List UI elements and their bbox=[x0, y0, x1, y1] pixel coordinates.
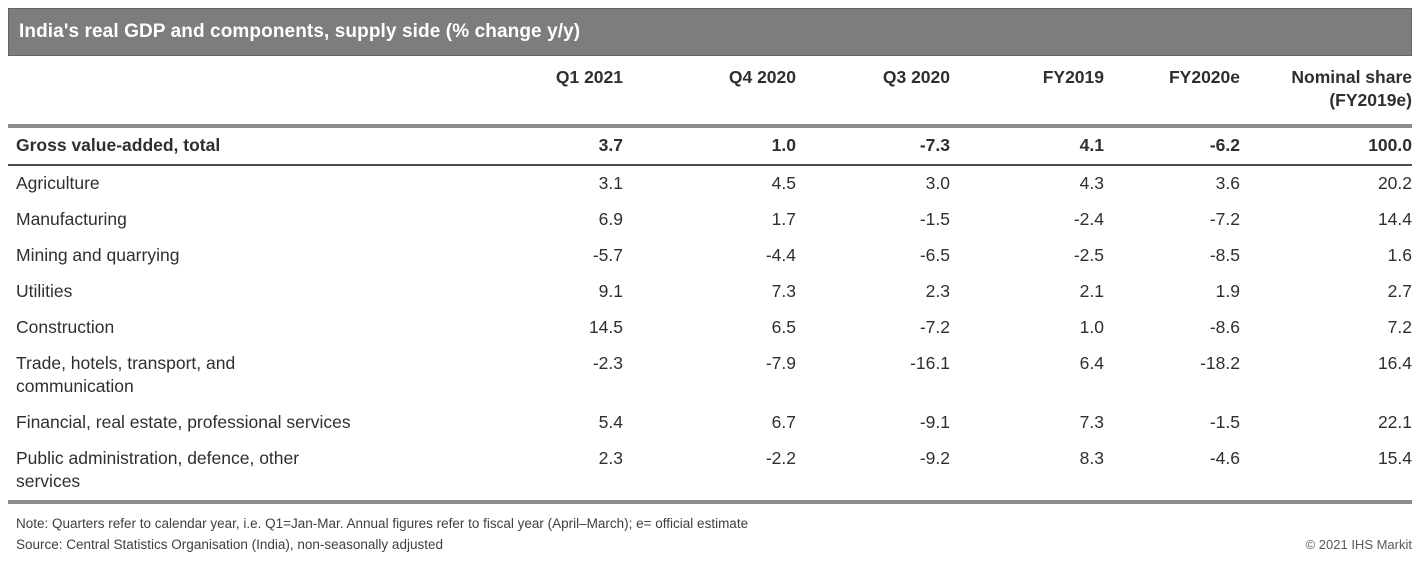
row-value: 1.0 bbox=[623, 126, 796, 166]
gdp-components-table: Q1 2021 Q4 2020 Q3 2020 FY2019 FY2020e N… bbox=[8, 56, 1412, 504]
row-value: 4.5 bbox=[771, 173, 796, 193]
row-value: 4.1 bbox=[950, 126, 1104, 166]
row-value: -7.2 bbox=[919, 317, 950, 337]
row-value: -6.2 bbox=[1104, 126, 1240, 166]
row-value: 4.3 bbox=[1079, 173, 1104, 193]
column-header-fy2020e: FY2020e bbox=[1104, 56, 1240, 128]
table-body: Gross value-added, total 3.7 1.0 -7.3 4.… bbox=[8, 126, 1412, 502]
source-text: Source: Central Statistics Organisation … bbox=[16, 537, 443, 552]
row-value: 3.7 bbox=[438, 126, 623, 166]
row-value: 2.7 bbox=[1387, 281, 1412, 301]
copyright-text: © 2021 IHS Markit bbox=[1305, 537, 1412, 552]
row-value: 2.3 bbox=[598, 448, 623, 468]
row-value: 6.9 bbox=[598, 209, 623, 229]
table-row: Utilities 9.1 7.3 2.3 2.1 1.9 2.7 bbox=[8, 274, 1412, 310]
source-line: Source: Central Statistics Organisation … bbox=[16, 534, 1412, 555]
row-value: -2.3 bbox=[592, 353, 623, 373]
row-value: -9.1 bbox=[919, 412, 950, 432]
row-value: 22.1 bbox=[1377, 412, 1412, 432]
table-row: Financial, real estate, professional ser… bbox=[8, 405, 1412, 441]
table-row: Public administration, defence, other se… bbox=[8, 441, 1412, 502]
row-value: -5.7 bbox=[592, 245, 623, 265]
row-value: -2.2 bbox=[765, 448, 796, 468]
row-value: 1.9 bbox=[1215, 281, 1240, 301]
table-title-bar: India's real GDP and components, supply … bbox=[8, 8, 1412, 56]
row-value: 6.5 bbox=[771, 317, 796, 337]
row-value: 14.4 bbox=[1377, 209, 1412, 229]
row-value: -1.5 bbox=[1209, 412, 1240, 432]
row-value: 2.1 bbox=[1079, 281, 1104, 301]
row-label: Trade, hotels, transport, and communicat… bbox=[16, 353, 236, 396]
row-value: -16.1 bbox=[910, 353, 950, 373]
row-value: 16.4 bbox=[1377, 353, 1412, 373]
note-text: Note: Quarters refer to calendar year, i… bbox=[16, 516, 749, 531]
row-value: 7.3 bbox=[1079, 412, 1104, 432]
header-empty-cell bbox=[8, 56, 438, 128]
row-value: -8.6 bbox=[1209, 317, 1240, 337]
row-value: 5.4 bbox=[598, 412, 623, 432]
row-label: Utilities bbox=[16, 281, 73, 301]
row-label: Mining and quarrying bbox=[16, 245, 180, 265]
row-value: 15.4 bbox=[1377, 448, 1412, 468]
table-row: Gross value-added, total 3.7 1.0 -7.3 4.… bbox=[8, 126, 1412, 166]
table-row: Agriculture 3.1 4.5 3.0 4.3 3.6 20.2 bbox=[8, 165, 1412, 202]
row-value: -2.5 bbox=[1073, 245, 1104, 265]
row-value: -6.5 bbox=[919, 245, 950, 265]
row-label: Financial, real estate, professional ser… bbox=[16, 412, 351, 432]
row-value: 100.0 bbox=[1240, 126, 1412, 166]
row-label: Construction bbox=[16, 317, 115, 337]
row-value: 8.3 bbox=[1079, 448, 1104, 468]
row-value: -4.6 bbox=[1209, 448, 1240, 468]
column-header-q1-2021: Q1 2021 bbox=[438, 56, 623, 128]
row-value: -7.3 bbox=[796, 126, 950, 166]
row-value: -1.5 bbox=[919, 209, 950, 229]
table-row: Construction 14.5 6.5 -7.2 1.0 -8.6 7.2 bbox=[8, 310, 1412, 346]
row-value: 6.7 bbox=[771, 412, 796, 432]
row-value: 9.1 bbox=[598, 281, 623, 301]
row-value: 7.2 bbox=[1387, 317, 1412, 337]
footer: Note: Quarters refer to calendar year, i… bbox=[8, 504, 1412, 555]
table-row: Manufacturing 6.9 1.7 -1.5 -2.4 -7.2 14.… bbox=[8, 202, 1412, 238]
row-value: 7.3 bbox=[771, 281, 796, 301]
row-value: -2.4 bbox=[1073, 209, 1104, 229]
table-title: India's real GDP and components, supply … bbox=[19, 21, 581, 42]
row-label: Agriculture bbox=[16, 173, 100, 193]
row-value: -8.5 bbox=[1209, 245, 1240, 265]
row-label: Manufacturing bbox=[16, 209, 127, 229]
row-value: -7.9 bbox=[765, 353, 796, 373]
row-value: 2.3 bbox=[925, 281, 950, 301]
row-value: 6.4 bbox=[1079, 353, 1104, 373]
row-value: -7.2 bbox=[1209, 209, 1240, 229]
row-value: 1.6 bbox=[1387, 245, 1412, 265]
row-value: 1.7 bbox=[771, 209, 796, 229]
row-value: 20.2 bbox=[1377, 173, 1412, 193]
row-value: 1.0 bbox=[1079, 317, 1104, 337]
row-label: Gross value-added, total bbox=[8, 126, 438, 166]
row-value: 3.0 bbox=[925, 173, 950, 193]
column-header-nominal-share: Nominal share (FY2019e) bbox=[1240, 56, 1412, 128]
row-value: -9.2 bbox=[919, 448, 950, 468]
column-header-q4-2020: Q4 2020 bbox=[623, 56, 796, 128]
header-row: Q1 2021 Q4 2020 Q3 2020 FY2019 FY2020e N… bbox=[8, 56, 1412, 128]
row-value: 14.5 bbox=[588, 317, 623, 337]
column-header-fy2019: FY2019 bbox=[950, 56, 1104, 128]
row-value: -18.2 bbox=[1200, 353, 1240, 373]
table-row: Mining and quarrying -5.7 -4.4 -6.5 -2.5… bbox=[8, 238, 1412, 274]
row-value: 3.1 bbox=[598, 173, 623, 193]
column-header-q3-2020: Q3 2020 bbox=[796, 56, 950, 128]
row-value: 3.6 bbox=[1215, 173, 1240, 193]
table-row: Trade, hotels, transport, and communicat… bbox=[8, 346, 1412, 405]
row-value: -4.4 bbox=[765, 245, 796, 265]
row-label: Public administration, defence, other se… bbox=[16, 448, 300, 491]
